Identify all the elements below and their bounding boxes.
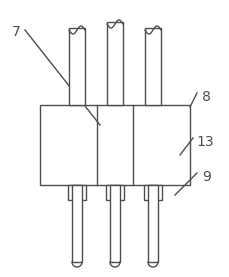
Bar (109, 185, 120, 262)
Bar (147, 185, 157, 262)
Bar (68, 185, 86, 200)
Text: 9: 9 (201, 170, 210, 184)
Text: 13: 13 (195, 135, 213, 149)
Text: 7: 7 (12, 25, 21, 39)
Bar (144, 28, 160, 105)
Bar (72, 185, 82, 262)
Bar (106, 185, 123, 200)
Bar (69, 28, 85, 105)
Bar (40, 105, 189, 185)
Bar (106, 22, 123, 105)
Text: 8: 8 (201, 90, 210, 104)
Bar (143, 185, 161, 200)
